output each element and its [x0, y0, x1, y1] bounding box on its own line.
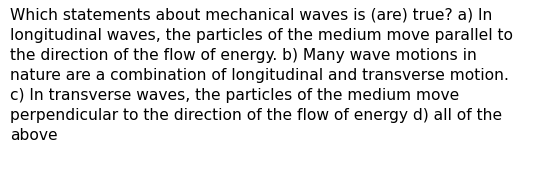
Text: Which statements about mechanical waves is (are) true? a) In
longitudinal waves,: Which statements about mechanical waves …: [10, 8, 513, 143]
